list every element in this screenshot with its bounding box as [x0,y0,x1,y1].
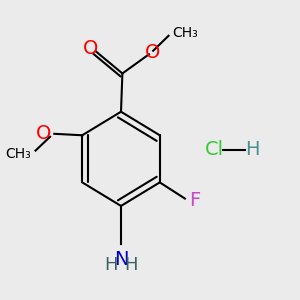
Text: N: N [114,250,128,269]
Text: Cl: Cl [205,140,224,160]
Text: F: F [189,191,200,210]
Text: CH₃: CH₃ [172,26,198,40]
Text: H: H [124,256,137,274]
Text: CH₃: CH₃ [5,146,31,161]
Text: O: O [35,124,51,143]
Text: H: H [104,256,118,274]
Text: O: O [145,43,160,62]
Text: O: O [82,39,98,58]
Text: H: H [245,140,260,160]
